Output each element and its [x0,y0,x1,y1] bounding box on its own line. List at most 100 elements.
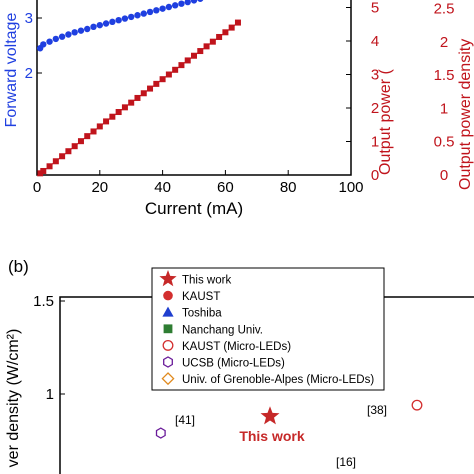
power-point [40,167,47,174]
point-open-hexagon [155,427,166,439]
panel-a-plot-frame [36,0,352,176]
voltage-point [84,25,91,33]
point-star [260,406,280,425]
legend-marker-filled-circle [163,290,173,301]
power-point [209,38,216,45]
voltage-point [58,33,66,40]
right1-tick-label: 0 [371,167,379,184]
panel-a-right2-ticks: 0 0.5 1 1.5 2 2.5 [434,1,455,185]
point-open-circle [411,399,423,411]
power-point [203,43,210,50]
power-point [197,48,204,55]
right1-tick-label: 4 [371,33,379,50]
power-point [228,24,235,31]
power-point [128,99,135,106]
legend-marker-filled-square [163,324,173,334]
power-point [191,52,197,59]
power-point [103,118,110,125]
left-tick-label: 2 [25,65,33,82]
voltage-point [134,12,141,19]
voltage-point [52,35,60,43]
panel-a-left-ticks: 23 [25,10,42,82]
voltage-point [77,27,85,34]
voltage-point [146,8,154,16]
annotation-this-work: This work [239,428,305,444]
panel-b-tick-label: 1 [46,386,54,403]
power-point [115,109,122,116]
voltage-point [65,31,72,38]
power-point [165,71,172,78]
right1-tick-label: 1 [371,134,379,151]
legend-label: KAUST (Micro-LEDs) [182,341,291,353]
voltage-point [102,20,110,27]
legend-label: Toshiba [182,308,222,320]
power-point [46,163,53,170]
voltage-point [178,0,185,7]
power-point [140,90,147,97]
right1-tick-label: 3 [371,67,379,84]
power-point [134,94,141,101]
voltage-point [121,15,129,22]
power-point [153,80,160,87]
right2-tick-label: 0 [440,167,448,184]
legend: This work KAUST Toshiba Nanchang Univ. KAUST… [159,270,374,386]
panel-b-points [155,399,423,439]
right1-tick-label: 5 [371,0,379,17]
power-point [234,19,241,26]
annotation-ref38: [38] [367,403,387,417]
power-point [184,57,191,64]
panel-b-tick-label: 1.5 [33,293,54,310]
power-point [159,76,166,83]
power-point [216,33,223,40]
left-tick-label: 3 [25,10,33,27]
annotation-ref16: [16] [336,455,356,469]
legend-box [151,267,385,391]
power-point [121,104,128,111]
power-point [59,153,66,160]
legend-marker-star [159,270,177,287]
right2-tick-label: 1.5 [434,67,455,84]
right2-tick-label: 1 [440,100,448,117]
x-tick-label: 20 [91,179,108,196]
legend-label: UCSB (Micro-LEDs) [182,358,285,370]
panel-a-right1-axis-label: Output power ( [377,69,394,176]
power-point [65,148,72,155]
legend-label: KAUST [182,291,220,303]
panel-b-y-axis-label: ver density (W/cm²) [5,329,22,468]
panel-a-marks [36,0,241,177]
voltage-point [40,41,47,48]
x-tick-label: 80 [280,179,297,196]
panel-a-right1-ticks: 0 1 2 3 4 5 [346,0,379,184]
panel-a-x-axis-label: Current (mA) [145,199,243,218]
voltage-point [109,18,116,26]
voltage-point [184,0,191,6]
voltage-point [165,3,173,11]
voltage-point [190,0,198,4]
power-point [77,138,84,145]
voltage-point [153,7,160,14]
power-point [222,29,229,36]
right2-tick-label: 2.5 [434,1,455,18]
voltage-point [128,13,135,21]
panel-a-right2-axis-label: Output power density [457,39,474,190]
panel-a-left-axis-label: Forward voltage [3,13,20,128]
legend-marker-filled-triangle [162,306,174,317]
legend-label: Nanchang Univ. [182,324,263,336]
power-point [96,123,103,130]
power-point [52,158,59,165]
power-point [37,170,44,177]
power-point [90,128,97,135]
voltage-point [159,5,166,12]
legend-marker-open-circle [162,339,174,351]
legend-label: This work [182,275,231,287]
right2-tick-label: 0.5 [434,134,455,151]
voltage-point [197,0,204,2]
power-point [71,143,78,150]
panel-b-y-ticks: 1.510.5 [33,293,65,403]
power-point [178,62,185,69]
voltage-point [140,10,147,17]
panel-b: (b) ver density (W/cm²) 1.510.5 This wor… [5,257,474,474]
panel-b-label: (b) [8,257,29,276]
